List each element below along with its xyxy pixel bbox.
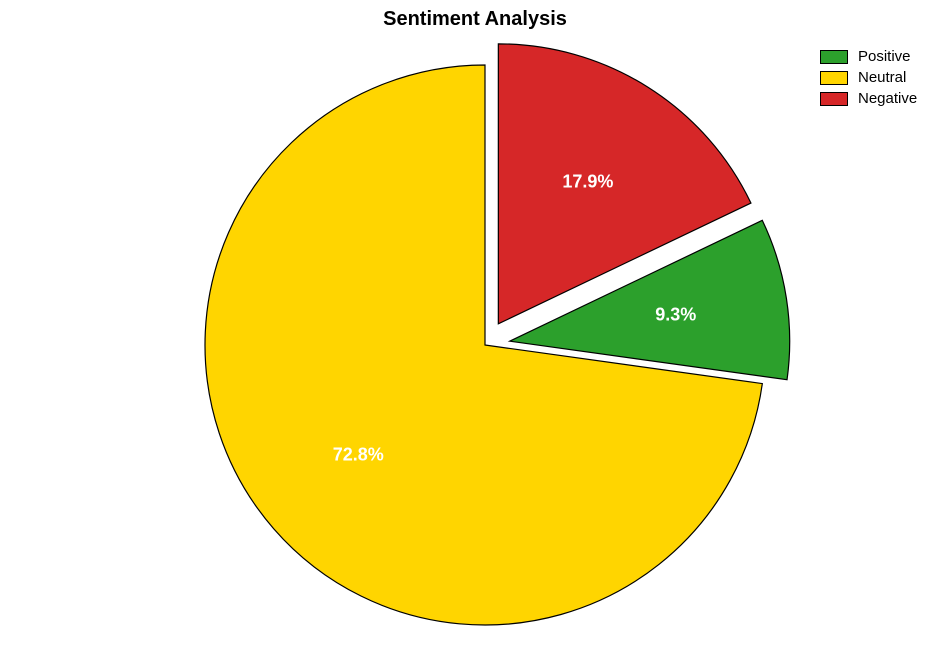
legend-swatch (820, 92, 848, 106)
legend-label: Negative (858, 90, 917, 107)
legend-label: Positive (858, 48, 911, 65)
sentiment-pie-chart: Sentiment Analysis PositiveNeutralNegati… (0, 0, 950, 662)
slice-label-neutral: 72.8% (333, 445, 384, 466)
legend-item-positive: Positive (820, 48, 917, 65)
pie-svg (0, 0, 950, 662)
legend-item-neutral: Neutral (820, 69, 917, 86)
legend-label: Neutral (858, 69, 906, 86)
slice-label-negative: 17.9% (562, 171, 613, 192)
legend: Positive Neutral Negative (820, 48, 917, 111)
legend-item-negative: Negative (820, 90, 917, 107)
legend-swatch (820, 50, 848, 64)
legend-swatch (820, 71, 848, 85)
slice-label-positive: 9.3% (655, 305, 696, 326)
